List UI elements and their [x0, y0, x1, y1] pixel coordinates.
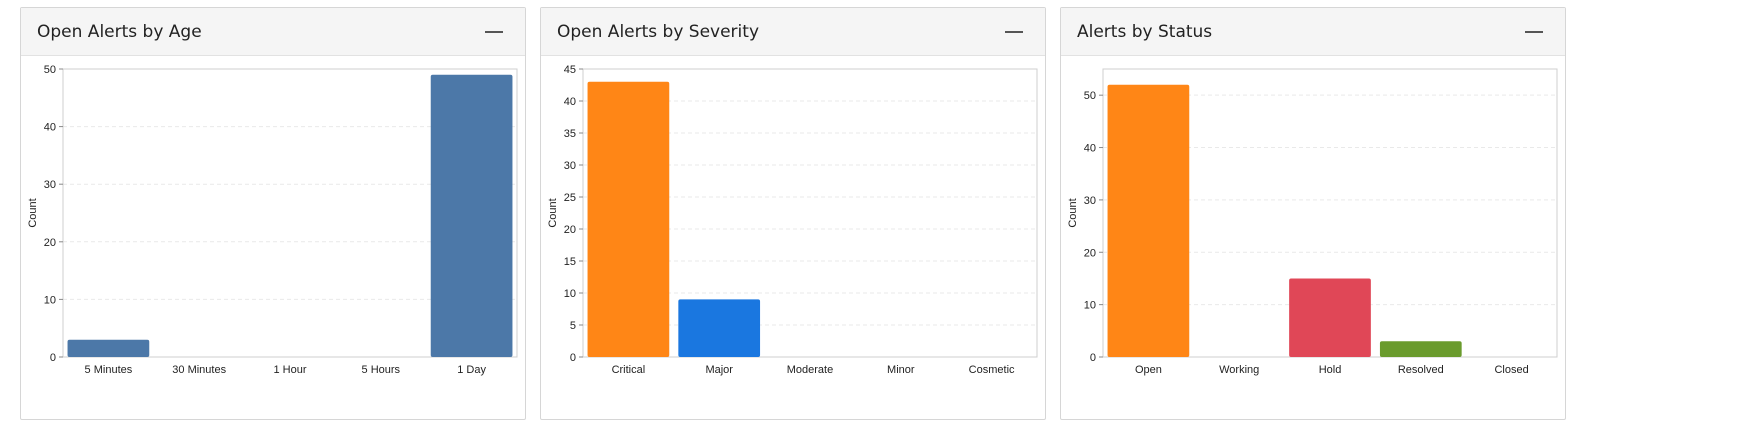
y-tick-label: 40	[564, 96, 576, 108]
y-tick-label: 0	[1090, 352, 1096, 364]
panel-header: Alerts by Status	[1061, 8, 1565, 56]
x-tick-label: 1 Day	[457, 364, 486, 376]
panel-title: Alerts by Status	[1077, 21, 1213, 42]
panel-alerts-by-status: Alerts by Status 0 10 20 30 40 50 Count Open Wor…	[1060, 7, 1566, 420]
panel-title: Open Alerts by Severity	[557, 21, 759, 42]
y-axis-label: Count	[27, 198, 39, 227]
x-tick-label: 5 Minutes	[85, 364, 133, 376]
x-tick-label: Working	[1219, 364, 1259, 376]
chart-alerts-by-age: 0 10 20 30 40 50 Count 5 Minutes 30 Minutes 1 Hou…	[27, 64, 518, 376]
y-tick-label: 30	[564, 160, 576, 172]
y-tick-label: 0	[50, 352, 56, 364]
y-tick-label: 50	[44, 64, 56, 76]
minus-icon[interactable]	[1521, 19, 1547, 45]
y-tick-label: 15	[564, 256, 576, 268]
y-tick-label: 30	[44, 179, 56, 191]
panel-alerts-by-severity: Open Alerts by Severity 0 5 10 15 20 25 30 35 40…	[540, 7, 1046, 420]
panel-header: Open Alerts by Age	[21, 8, 525, 56]
y-tick-label: 25	[564, 192, 576, 204]
bar-hold[interactable]	[1289, 278, 1371, 357]
bar-1-day[interactable]	[430, 74, 513, 357]
x-tick-label: Closed	[1494, 364, 1528, 376]
y-tick-label: 20	[564, 224, 576, 236]
y-tick-label: 40	[44, 122, 56, 134]
bar-critical[interactable]	[587, 81, 670, 358]
y-tick-label: 10	[564, 288, 576, 300]
y-axis-label: Count	[547, 198, 559, 227]
y-tick-label: 10	[1084, 300, 1096, 312]
y-tick-label: 5	[570, 320, 576, 332]
panel-title: Open Alerts by Age	[37, 21, 202, 42]
y-tick-label: 0	[570, 352, 576, 364]
y-tick-label: 50	[1084, 90, 1096, 102]
x-tick-label: Critical	[612, 364, 646, 376]
bar-resolved[interactable]	[1379, 341, 1462, 357]
x-tick-label: Moderate	[787, 364, 833, 376]
minus-icon[interactable]	[1001, 19, 1027, 45]
panel-alerts-by-age: Open Alerts by Age 0 10 20 30 40 50 Count 5 Min…	[20, 7, 526, 420]
y-tick-label: 45	[564, 64, 576, 76]
y-tick-label: 20	[44, 237, 56, 249]
bar-major[interactable]	[678, 299, 761, 357]
x-tick-label: Hold	[1319, 364, 1342, 376]
y-tick-label: 35	[564, 128, 576, 140]
chart-alerts-by-status: 0 10 20 30 40 50 Count Open Working Hold Resolved C…	[1067, 68, 1558, 376]
y-axis-label: Count	[1067, 198, 1079, 227]
x-tick-label: Major	[705, 364, 733, 376]
x-tick-label: Cosmetic	[969, 364, 1015, 376]
plot-frame	[62, 68, 518, 358]
x-tick-label: Open	[1135, 364, 1162, 376]
x-tick-label: 5 Hours	[362, 364, 401, 376]
panel-header: Open Alerts by Severity	[541, 8, 1045, 56]
bar-5-minutes[interactable]	[67, 339, 150, 357]
x-tick-label: Resolved	[1398, 364, 1444, 376]
y-tick-label: 10	[44, 294, 56, 306]
y-tick-label: 30	[1084, 195, 1096, 207]
x-tick-label: Minor	[887, 364, 915, 376]
y-tick-label: 20	[1084, 247, 1096, 259]
plot-frame	[582, 68, 1038, 358]
x-tick-label: 1 Hour	[273, 364, 306, 376]
bar-open[interactable]	[1107, 84, 1190, 357]
minus-icon[interactable]	[481, 19, 507, 45]
y-tick-label: 40	[1084, 143, 1096, 155]
chart-alerts-by-severity: 0 5 10 15 20 25 30 35 40 45 Count Critical Major Mode…	[547, 64, 1038, 376]
x-tick-label: 30 Minutes	[172, 364, 226, 376]
